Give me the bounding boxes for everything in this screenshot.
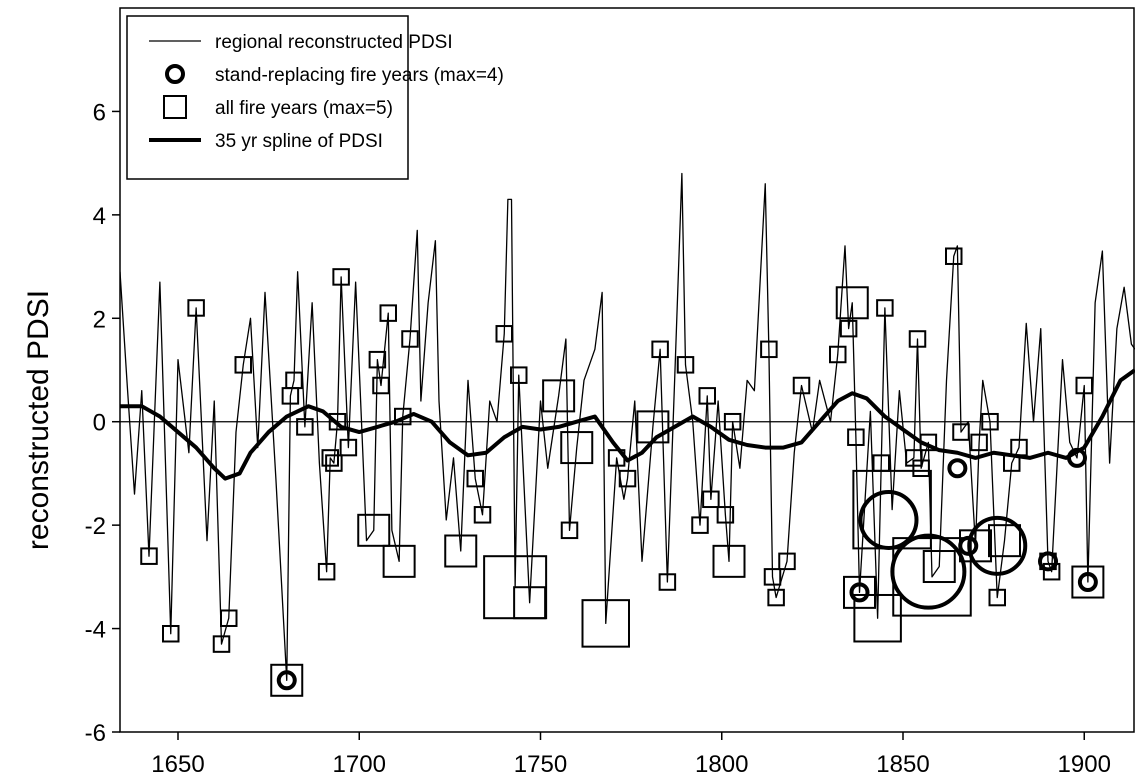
fire-square [444,534,478,568]
fire-square [513,586,547,620]
legend: regional reconstructed PDSI stand-replaci… [126,15,504,180]
y-tick-label: 0 [93,410,106,437]
fire-square [542,379,576,413]
legend-square [163,95,187,119]
fire-circle [1067,447,1087,468]
legend-circle [165,64,185,84]
y-axis-label: reconstructed PDSI [22,290,55,550]
x-tick-label: 1800 [695,751,748,778]
fire-circle [858,489,919,550]
fire-circle [958,535,979,556]
legend-label: stand-replacing fire years (max=4) [215,65,504,86]
fire-square [372,376,390,395]
plot-area [120,172,1135,697]
x-tick-label: 1700 [333,751,386,778]
legend-label: all fire years (max=5) [215,98,393,119]
y-tick-label: 2 [93,306,106,333]
y-tick-label: -2 [85,513,106,540]
fire-circle [276,670,297,691]
legend-box [126,15,409,180]
fire-square [325,454,343,472]
fire-square [988,524,1021,558]
y-tick-label: -6 [85,720,106,747]
y-tick-label: 4 [93,203,106,230]
fire-circle [967,515,1028,576]
fire-square [560,431,594,465]
fire-circle [1077,572,1098,593]
x-tick-label: 1900 [1058,751,1111,778]
y-tick-label: -4 [85,617,106,644]
fire-square [792,376,811,395]
series-line [120,368,1135,481]
x-tick-label: 1750 [514,751,567,778]
legend-label: 35 yr spline of PDSI [215,131,383,152]
fire-circle [1038,551,1058,572]
plot-frame [119,7,1135,733]
fire-circle [947,458,968,479]
fire-square [767,588,785,607]
fire-circle [849,582,870,603]
series-line [120,172,1135,681]
y-tick-label: 6 [93,99,106,126]
x-tick-label: 1650 [151,751,204,778]
fire-circle [890,533,967,610]
legend-label: regional reconstructed PDSI [215,32,453,53]
fire-square [234,356,252,374]
x-tick-label: 1850 [876,751,929,778]
